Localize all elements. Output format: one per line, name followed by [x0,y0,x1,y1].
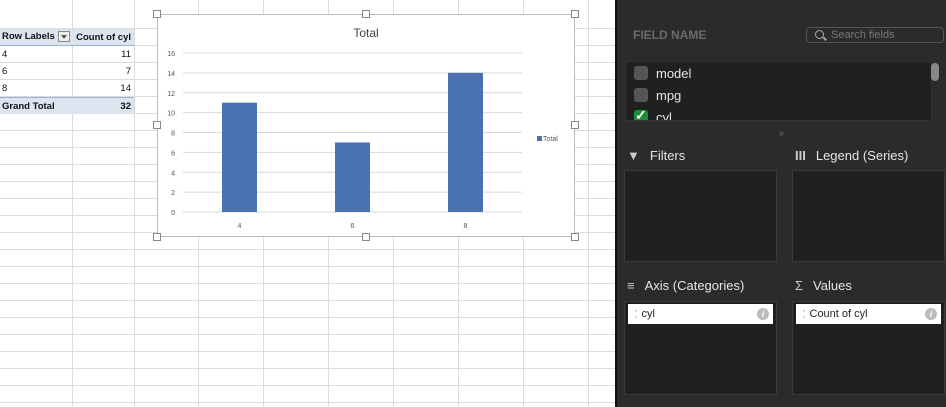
checkbox-checked[interactable] [634,107,648,120]
axis-label: ≡ Axis (Categories) [627,278,744,293]
zone-title: Legend (Series) [815,148,909,163]
count-header: Count of cyl [76,31,131,43]
pivot-field-panel: FIELD NAME Search fields model mpg cyl ▼… [615,0,946,407]
field-list: model mpg cyl [625,61,932,121]
zone-title: Values [813,278,852,293]
scrollbar[interactable] [931,63,939,81]
total-label: Grand Total [2,100,55,112]
resize-handle[interactable] [571,10,579,18]
values-field-chip[interactable]: ⁚ Count of cyl i [796,304,941,324]
y-tick-label: 16 [167,51,175,58]
row-label: 8 [2,83,8,94]
filters-label: ▼ Filters [627,148,685,163]
column-gridline [134,0,135,407]
filter-dropdown-icon[interactable] [57,31,70,43]
table-row[interactable]: 4 11 [0,46,134,63]
resize-handle[interactable] [362,10,370,18]
search-icon [815,30,824,39]
resize-handle[interactable] [362,233,370,241]
field-label: mpg [656,87,682,103]
resize-handle[interactable] [571,233,579,241]
search-fields-input[interactable]: Search fields [806,27,944,43]
y-tick-label: 12 [167,91,175,98]
y-tick-label: 4 [171,170,175,177]
axis-field-chip[interactable]: ⁚ cyl i [628,304,773,324]
chip-label: Count of cyl [809,308,868,320]
chip-label: cyl [641,308,655,320]
column-gridline [588,0,589,407]
bar[interactable] [448,72,483,212]
values-drop-zone[interactable]: ⁚ Count of cyl i [792,301,945,395]
row-value: 14 [120,83,131,94]
zone-title: Filters [649,148,686,163]
bar[interactable] [222,102,257,212]
legend-swatch [537,136,542,141]
values-label: Σ Values [795,278,852,293]
bar[interactable] [335,142,370,212]
legend-label: III Legend (Series) [795,148,908,163]
legend-label: Total [543,136,558,143]
info-icon[interactable]: i [757,308,769,320]
sigma-icon: Σ [795,278,804,293]
checkbox[interactable] [634,66,648,80]
splitter-handle[interactable] [779,131,784,136]
resize-handle[interactable] [571,121,579,129]
chart-title: Total [353,26,378,40]
pivot-chart[interactable]: Total 0 2 4 6 8 10 12 14 16 4 6 8 Total [157,14,575,237]
column-gridline [72,0,73,407]
y-tick-label: 10 [167,111,175,118]
y-tick-label: 0 [171,210,175,217]
checkbox[interactable] [634,88,648,102]
resize-handle[interactable] [153,233,161,241]
field-item-mpg[interactable]: mpg [626,84,931,106]
y-tick-label: 2 [171,190,175,197]
filter-icon: ▼ [627,148,640,163]
pivot-header: Row Labels Count of cyl [0,29,134,46]
y-tick-label: 6 [171,150,175,157]
y-tick-label: 14 [167,71,175,78]
info-icon[interactable]: i [925,308,937,320]
field-label: cyl [656,109,672,121]
row-value: 7 [125,66,131,77]
row-labels-header: Row Labels [2,31,55,43]
total-value: 32 [120,100,131,112]
x-tick-label: 8 [464,223,468,230]
resize-handle[interactable] [153,10,161,18]
search-placeholder: Search fields [831,29,895,41]
bar-chart: Total 0 2 4 6 8 10 12 14 16 4 6 8 Total [167,26,558,230]
drag-handle-icon[interactable]: ⁚ [634,308,638,321]
rows-icon: ≡ [627,278,635,293]
y-tick-label: 8 [171,131,175,138]
field-item-cyl[interactable]: cyl [626,106,931,121]
field-item-model[interactable]: model [626,62,931,84]
drag-handle-icon[interactable]: ⁚ [802,308,806,321]
field-label: model [656,65,692,81]
legend-drop-zone[interactable] [792,170,945,262]
row-label: 4 [2,49,8,60]
filters-drop-zone[interactable] [624,170,777,262]
row-value: 11 [121,49,131,60]
x-tick-label: 6 [351,223,355,230]
grand-total-row[interactable]: Grand Total 32 [0,97,134,114]
axis-drop-zone[interactable]: ⁚ cyl i [624,301,777,395]
row-label: 6 [2,66,8,77]
field-name-heading: FIELD NAME [633,28,707,42]
zone-title: Axis (Categories) [644,278,745,293]
x-tick-label: 4 [238,223,242,230]
columns-icon: III [795,148,806,163]
table-row[interactable]: 8 14 [0,80,134,97]
resize-handle[interactable] [153,121,161,129]
